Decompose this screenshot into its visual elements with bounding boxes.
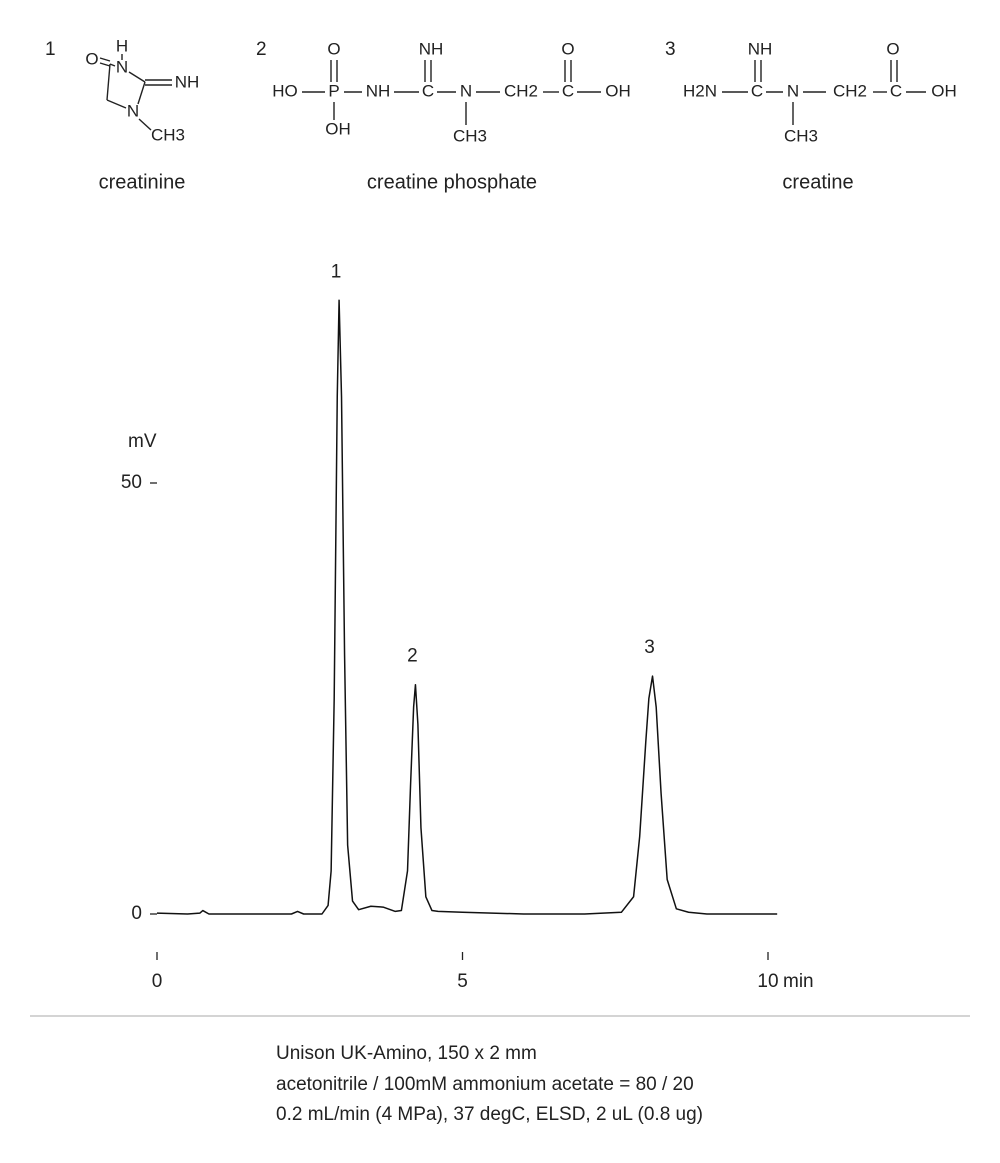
trace bbox=[156, 299, 778, 915]
atom: NH bbox=[419, 39, 444, 58]
atom: N bbox=[460, 81, 472, 100]
atom: NH bbox=[748, 39, 773, 58]
atom: O bbox=[561, 39, 574, 58]
bond bbox=[109, 63, 116, 67]
compound-name: creatine phosphate bbox=[367, 171, 537, 193]
atom: H bbox=[116, 36, 128, 55]
atom: O bbox=[327, 39, 340, 58]
atom: OH bbox=[325, 119, 351, 138]
structure-number: 3 bbox=[665, 39, 676, 60]
condition-line: acetonitrile / 100mM ammonium acetate = … bbox=[276, 1074, 694, 1095]
atom: O bbox=[886, 39, 899, 58]
y-tick-label: 0 bbox=[131, 903, 142, 924]
x-axis-label: min bbox=[783, 971, 814, 992]
atom: N bbox=[787, 81, 799, 100]
peak-label: 2 bbox=[407, 646, 418, 667]
x-tick-label: 5 bbox=[457, 971, 468, 992]
atom: C bbox=[422, 81, 434, 100]
compound-name: creatine bbox=[782, 171, 853, 193]
atom: C bbox=[751, 81, 763, 100]
atom: CH3 bbox=[453, 126, 487, 145]
atom: CH2 bbox=[504, 81, 538, 100]
peak-label: 3 bbox=[644, 637, 655, 658]
condition-line: Unison UK-Amino, 150 x 2 mm bbox=[276, 1043, 537, 1064]
y-axis-label: mV bbox=[128, 431, 157, 452]
x-tick-label: 10 bbox=[757, 971, 778, 992]
atom: NH bbox=[366, 81, 391, 100]
structure-number: 2 bbox=[256, 39, 267, 60]
structure-number: 1 bbox=[45, 39, 56, 60]
structure-creatine: 3 H2N C N CH2 C OH NH CH3 O creatine bbox=[665, 39, 957, 193]
atom: C bbox=[562, 81, 574, 100]
bond bbox=[137, 81, 146, 105]
y-tick-label: 50 bbox=[121, 472, 142, 493]
atom: N bbox=[116, 57, 128, 76]
structure-creatine-phosphate: 2 HO P NH C N CH2 C OH O OH NH CH3 O cre… bbox=[256, 39, 631, 193]
atom: O bbox=[85, 49, 98, 68]
atom: HO bbox=[272, 81, 298, 100]
compound-name: creatinine bbox=[99, 171, 186, 193]
atom: CH3 bbox=[784, 126, 818, 145]
bond bbox=[99, 62, 111, 67]
x-tick-label: 0 bbox=[152, 971, 163, 992]
atom: P bbox=[328, 81, 339, 100]
atom: C bbox=[890, 81, 902, 100]
atom: OH bbox=[605, 81, 631, 100]
bond bbox=[106, 63, 111, 101]
bond bbox=[99, 57, 111, 62]
atom: OH bbox=[931, 81, 957, 100]
conditions: Unison UK-Amino, 150 x 2 mm acetonitrile… bbox=[276, 1043, 703, 1125]
atom: CH3 bbox=[151, 125, 185, 144]
peak-label: 1 bbox=[331, 261, 342, 282]
structure-creatinine: 1 O H N NH N CH3 creatinine bbox=[45, 36, 199, 193]
atom: H2N bbox=[683, 81, 717, 100]
bond bbox=[128, 71, 146, 83]
atom: CH2 bbox=[833, 81, 867, 100]
atom: N bbox=[127, 101, 139, 120]
bond bbox=[138, 118, 152, 131]
atom: NH bbox=[175, 72, 200, 91]
bond bbox=[106, 99, 127, 109]
chromatogram: mV min 0 50 0 5 10 1 2 3 bbox=[121, 261, 814, 992]
condition-line: 0.2 mL/min (4 MPa), 37 degC, ELSD, 2 uL … bbox=[276, 1104, 703, 1125]
